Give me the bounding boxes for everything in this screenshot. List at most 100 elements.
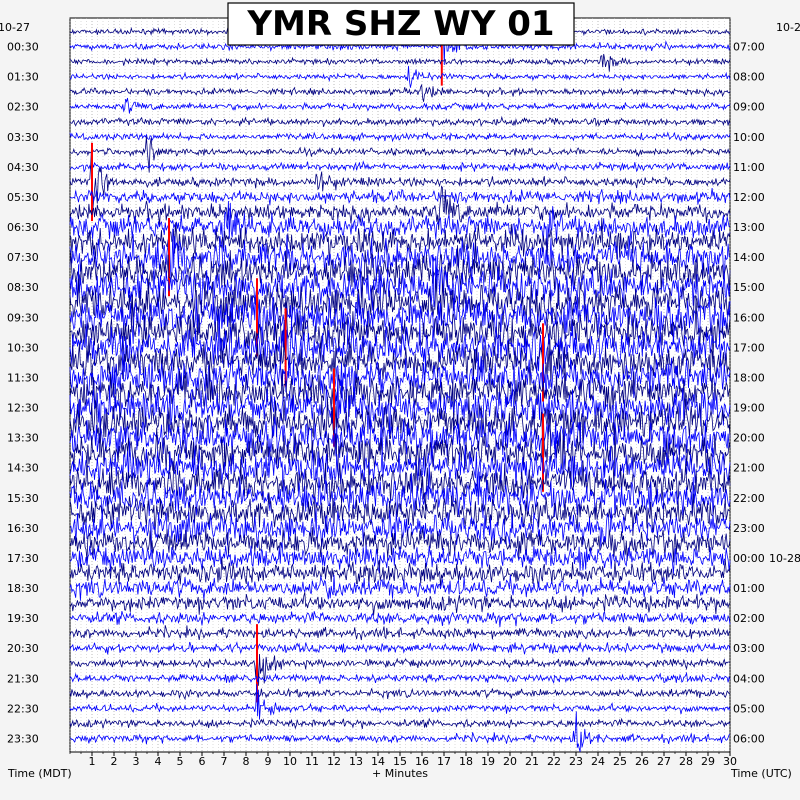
x-tick-label: 15 xyxy=(393,755,407,768)
right-time-label: 22:00 xyxy=(733,492,765,505)
left-time-label: 18:30 xyxy=(7,582,39,595)
right-time-label: 15:00 xyxy=(733,281,765,294)
x-tick-label: 4 xyxy=(155,755,162,768)
trace-line xyxy=(69,97,731,114)
trace-line xyxy=(69,542,731,574)
right-time-label: 00:00 xyxy=(733,552,765,565)
x-tick-label: 11 xyxy=(305,755,319,768)
left-time-label: 08:30 xyxy=(7,281,39,294)
left-axis-label: Time (MDT) xyxy=(7,767,72,780)
x-tick-label: 2 xyxy=(111,755,118,768)
left-time-label: 15:30 xyxy=(7,492,39,505)
right-time-label: 05:00 xyxy=(733,702,765,715)
chart-title: YMR SHZ WY 01 xyxy=(227,2,575,46)
left-time-label: 19:30 xyxy=(7,612,39,625)
x-tick-label: 29 xyxy=(701,755,715,768)
left-time-label: 14:30 xyxy=(7,462,39,475)
trace-line xyxy=(69,653,731,686)
right-axis-label: Time (UTC) xyxy=(730,767,792,780)
trace-line xyxy=(69,293,731,347)
trace-line xyxy=(69,276,731,342)
x-tick-label: 27 xyxy=(657,755,671,768)
trace-line xyxy=(69,711,731,752)
left-time-label: 22:30 xyxy=(7,702,39,715)
x-tick-label: 6 xyxy=(199,755,206,768)
trace-line xyxy=(69,671,731,684)
right-time-label: 10:00 xyxy=(733,131,765,144)
right-time-label: 16:00 xyxy=(733,311,765,324)
trace-line xyxy=(69,462,731,519)
right-time-label: 12:00 xyxy=(733,191,765,204)
right-time-label: 04:00 xyxy=(733,672,765,685)
trace-line xyxy=(69,458,731,511)
right-time-label: 14:00 xyxy=(733,251,765,264)
left-time-label: 09:30 xyxy=(7,311,39,324)
trace-line xyxy=(69,610,731,628)
x-tick-label: 16 xyxy=(415,755,429,768)
trace-line xyxy=(69,65,731,88)
right-date-label: 10-27 xyxy=(776,21,800,34)
x-tick-label: 26 xyxy=(635,755,649,768)
left-time-labels: 00:30 01:30 02:30 03:30 04:30 05:30 06:30 07:30… xyxy=(7,41,39,746)
trace-line xyxy=(69,294,731,360)
trace-line xyxy=(69,83,731,102)
left-time-label: 11:30 xyxy=(7,371,39,384)
right-time-label: 11:00 xyxy=(733,161,765,174)
x-tick-label: 30 xyxy=(723,755,737,768)
x-tick-label: 28 xyxy=(679,755,693,768)
right-time-label: 19:00 xyxy=(733,402,765,415)
x-tick-label: 9 xyxy=(265,755,272,768)
trace-line xyxy=(69,413,731,488)
x-tick-label: 20 xyxy=(503,755,517,768)
left-time-label: 03:30 xyxy=(7,131,39,144)
trace-line xyxy=(69,308,731,379)
trace-line xyxy=(69,200,731,261)
trace-line xyxy=(69,53,731,72)
x-tick-label: 7 xyxy=(221,755,228,768)
trace-line xyxy=(69,185,731,230)
trace-line xyxy=(70,507,731,560)
right-time-label: 06:00 xyxy=(733,732,765,745)
left-date-label: 10-27 xyxy=(0,21,30,34)
left-time-label: 07:30 xyxy=(7,251,39,264)
right-time-label: 13:00 xyxy=(733,221,765,234)
trace-line xyxy=(69,717,731,730)
x-axis-ticks: 1 2 3 4 5 6 7 8 9 10 11 12 13 14 15 16 17 18 19 20 21 22 23 24 2… xyxy=(69,752,737,768)
trace-line xyxy=(69,683,731,720)
x-tick-label: 5 xyxy=(177,755,184,768)
trace-line xyxy=(69,415,731,466)
right-time-label: 21:00 xyxy=(733,462,765,475)
right-time-label: 01:00 xyxy=(733,582,765,595)
left-time-label: 02:30 xyxy=(7,101,39,114)
trace-line xyxy=(69,160,731,173)
right-time-label: 18:00 xyxy=(733,371,765,384)
seismic-traces xyxy=(69,7,731,752)
right-time-label: 03:00 xyxy=(733,642,765,655)
right-time-label: 23:00 xyxy=(733,522,765,535)
trace-line xyxy=(69,335,731,388)
right-time-label: 08:00 xyxy=(733,71,765,84)
trace-line xyxy=(69,115,731,128)
x-tick-label: 23 xyxy=(569,755,583,768)
trace-line xyxy=(69,687,731,701)
right-time-label: 07:00 xyxy=(733,41,765,54)
left-time-label: 10:30 xyxy=(7,341,39,354)
x-tick-label: 3 xyxy=(133,755,140,768)
x-tick-label: 1 xyxy=(89,755,96,768)
left-time-label: 00:30 xyxy=(7,41,39,54)
trace-line xyxy=(69,217,731,285)
left-time-label: 23:30 xyxy=(7,732,39,745)
right-time-label: 20:00 xyxy=(733,432,765,445)
right-time-label: 17:00 xyxy=(733,341,765,354)
trace-line xyxy=(69,351,731,409)
x-tick-label: 19 xyxy=(481,755,495,768)
right-time-label: 09:00 xyxy=(733,101,765,114)
trace-line xyxy=(69,592,731,616)
right-time-labels: 07:00 08:00 09:00 10:00 11:00 12:00 13:00 14:00… xyxy=(733,41,800,746)
x-tick-label: 10 xyxy=(283,755,297,768)
x-tick-label: 13 xyxy=(349,755,363,768)
trace-line xyxy=(69,217,731,266)
x-tick-label: 21 xyxy=(525,755,539,768)
left-time-label: 12:30 xyxy=(7,402,39,415)
